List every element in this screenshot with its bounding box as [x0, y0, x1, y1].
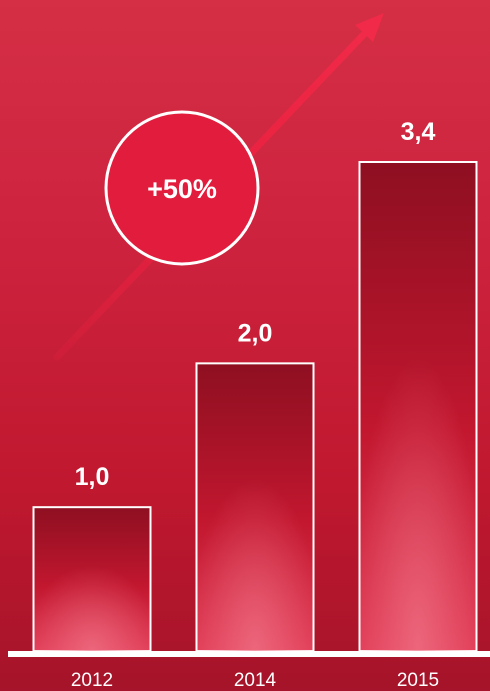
bar-2014: 2,0 2014: [195, 319, 315, 691]
bar-value-label: 3,4: [401, 118, 436, 146]
bar-value-label: 2,0: [238, 319, 273, 347]
growth-badge-circle: [104, 110, 260, 266]
x-tick-label: 2014: [234, 670, 277, 691]
bar-glow: [360, 163, 476, 651]
bar-glow: [197, 364, 313, 651]
growth-badge: +50%: [104, 110, 260, 266]
bar-2015: 3,4 2015: [358, 118, 478, 691]
x-tick-label: 2012: [71, 670, 113, 691]
bar-value-label: 1,0: [75, 463, 110, 491]
bar-2012: 1,0 2012: [32, 463, 152, 691]
baseline: [8, 651, 490, 657]
bars-group: 1,0 2012 2,0 2014 3,4 2015: [32, 118, 478, 691]
growth-badge-text: +50%: [147, 174, 217, 204]
x-tick-label: 2015: [397, 670, 439, 691]
bar-glow: [34, 508, 150, 651]
